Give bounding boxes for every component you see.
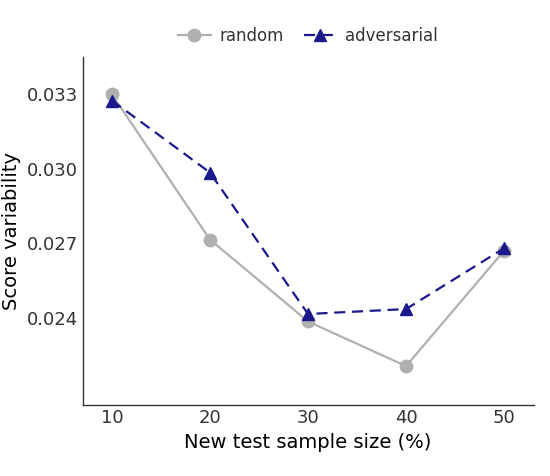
- Legend: random, adversarial: random, adversarial: [171, 20, 445, 51]
- Line: random: random: [106, 88, 510, 372]
- random: [403, 363, 409, 369]
- random: [108, 91, 115, 97]
- Y-axis label: Score variability: Score variability: [2, 152, 21, 310]
- adversarial: [108, 98, 115, 103]
- random: [207, 237, 213, 242]
- adversarial: [207, 169, 213, 175]
- adversarial: [305, 311, 311, 317]
- random: [501, 248, 508, 254]
- adversarial: [403, 306, 409, 312]
- adversarial: [501, 246, 508, 251]
- Line: adversarial: adversarial: [106, 94, 510, 320]
- random: [305, 318, 311, 324]
- X-axis label: New test sample size (%): New test sample size (%): [184, 433, 432, 452]
